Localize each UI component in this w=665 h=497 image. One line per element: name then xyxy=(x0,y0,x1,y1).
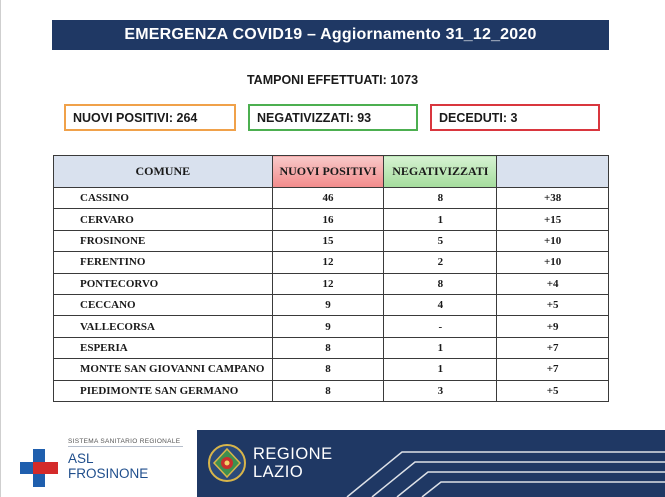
header-comune: COMUNE xyxy=(53,155,273,188)
cell-positivi: 9 xyxy=(271,315,385,338)
cell-negativizzati: 8 xyxy=(383,186,498,210)
table-row: CASSINO 46 8 +38 xyxy=(53,186,609,210)
header-negativizzati: NEGATIVIZZATI xyxy=(383,155,498,188)
cell-comune: FROSINONE xyxy=(53,229,273,253)
table-row: PIEDIMONTE SAN GERMANO 8 3 +5 xyxy=(53,379,609,402)
regione-line1: REGIONE xyxy=(253,445,333,463)
regione-lazio-name: REGIONE LAZIO xyxy=(253,445,333,481)
left-border-line xyxy=(0,0,1,497)
comuni-table: COMUNE NUOVI POSITIVI NEGATIVIZZATI CASS… xyxy=(53,155,609,402)
cell-comune: CASSINO xyxy=(53,186,273,210)
asl-system-label: SISTEMA SANITARIO REGIONALE xyxy=(68,438,181,445)
deceduti-box: DECEDUTI: 3 xyxy=(430,104,600,131)
cell-diff: +10 xyxy=(496,251,609,274)
cell-negativizzati: 1 xyxy=(383,358,498,381)
cell-negativizzati: 1 xyxy=(383,208,498,231)
table-row: CECCANO 9 4 +5 xyxy=(53,293,609,317)
cell-comune: PONTECORVO xyxy=(53,272,273,295)
cell-diff: +15 xyxy=(496,208,609,231)
cell-negativizzati: 2 xyxy=(383,251,498,274)
cell-positivi: 15 xyxy=(271,229,385,253)
cell-positivi: 12 xyxy=(271,272,385,295)
cell-diff: +38 xyxy=(496,186,609,210)
asl-name-line1: ASL xyxy=(68,451,94,466)
table-row: PONTECORVO 12 8 +4 xyxy=(53,272,609,295)
cell-diff: +9 xyxy=(496,315,609,338)
nuovi-positivi-value: 264 xyxy=(176,110,198,125)
deceduti-label: DECEDUTI: xyxy=(439,110,508,125)
cell-negativizzati: 3 xyxy=(383,379,498,402)
cell-positivi: 8 xyxy=(271,379,385,402)
deceduti-value: 3 xyxy=(510,110,518,125)
tamponi-summary: TAMPONI EFFETTUATI: 1073 xyxy=(0,73,665,87)
table-row: CERVARO 16 1 +15 xyxy=(53,208,609,231)
tamponi-value: 1073 xyxy=(390,73,419,87)
negativizzati-value: 93 xyxy=(357,110,372,125)
table-row: FERENTINO 12 2 +10 xyxy=(53,251,609,274)
cell-diff: +10 xyxy=(496,229,609,253)
cell-diff: +7 xyxy=(496,336,609,360)
red-blue-cross-icon xyxy=(20,449,58,487)
cell-positivi: 8 xyxy=(271,336,385,360)
cell-negativizzati: 5 xyxy=(383,229,498,253)
table-row: ESPERIA 8 1 +7 xyxy=(53,336,609,360)
nuovi-positivi-box: NUOVI POSITIVI: 264 xyxy=(64,104,236,131)
cell-comune: FERENTINO xyxy=(53,251,273,274)
cell-positivi: 46 xyxy=(271,186,385,210)
regione-line2: LAZIO xyxy=(253,463,304,481)
regione-lazio-emblem-icon xyxy=(208,444,246,482)
table-row: FROSINONE 15 5 +10 xyxy=(53,229,609,253)
regione-lazio-banner: REGIONE LAZIO xyxy=(197,430,665,497)
cell-diff: +4 xyxy=(496,272,609,295)
cell-negativizzati: 4 xyxy=(383,293,498,317)
cell-negativizzati: - xyxy=(383,315,498,338)
cell-diff: +5 xyxy=(496,293,609,317)
header-nuovi-positivi: NUOVI POSITIVI xyxy=(271,155,385,188)
table-row: MONTE SAN GIOVANNI CAMPANO 8 1 +7 xyxy=(53,358,609,381)
negativizzati-label: NEGATIVIZZATI: xyxy=(257,110,354,125)
header-difference xyxy=(496,155,609,188)
asl-name-line2: FROSINONE xyxy=(68,466,149,481)
asl-frosinone-logo: SISTEMA SANITARIO REGIONALE ASL FROSINON… xyxy=(18,433,198,493)
cell-comune: ESPERIA xyxy=(53,336,273,360)
cell-positivi: 8 xyxy=(271,358,385,381)
decorative-stripes xyxy=(346,451,665,497)
asl-divider xyxy=(68,446,183,447)
page-title: EMERGENZA COVID19 – Aggiornamento 31_12_… xyxy=(52,20,609,50)
tamponi-label: TAMPONI EFFETTUATI: xyxy=(246,73,387,87)
cell-diff: +7 xyxy=(496,358,609,381)
cell-diff: +5 xyxy=(496,379,609,402)
cell-comune: MONTE SAN GIOVANNI CAMPANO xyxy=(53,358,273,381)
cell-positivi: 9 xyxy=(271,293,385,317)
cell-positivi: 16 xyxy=(271,208,385,231)
cell-comune: VALLECORSA xyxy=(53,315,273,338)
cell-comune: CERVARO xyxy=(53,208,273,231)
cell-positivi: 12 xyxy=(271,251,385,274)
table-header-row: COMUNE NUOVI POSITIVI NEGATIVIZZATI xyxy=(53,155,609,188)
cell-comune: PIEDIMONTE SAN GERMANO xyxy=(53,379,273,402)
cell-negativizzati: 8 xyxy=(383,272,498,295)
nuovi-positivi-label: NUOVI POSITIVI: xyxy=(73,110,174,125)
asl-name: ASL FROSINONE xyxy=(68,451,148,481)
cell-comune: CECCANO xyxy=(53,293,273,317)
table-row: VALLECORSA 9 - +9 xyxy=(53,315,609,338)
cell-negativizzati: 1 xyxy=(383,336,498,360)
negativizzati-box: NEGATIVIZZATI: 93 xyxy=(248,104,418,131)
